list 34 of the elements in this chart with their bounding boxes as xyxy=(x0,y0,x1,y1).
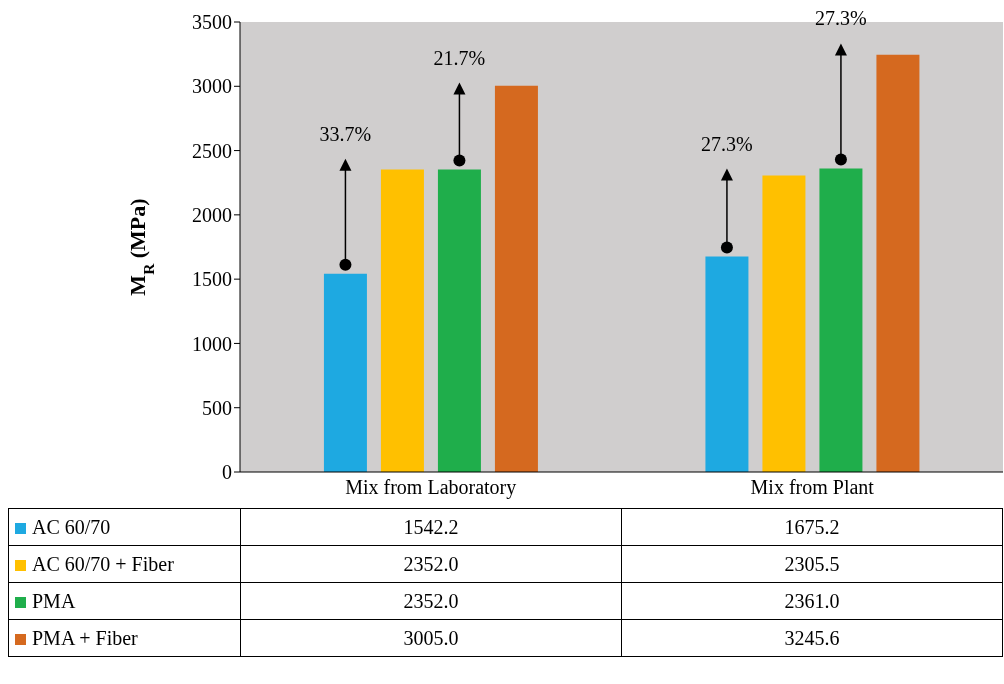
annotation: 27.3% xyxy=(815,7,867,30)
bar xyxy=(494,85,538,472)
y-tick-label: 3000 xyxy=(192,75,232,98)
data-label: 1675.2 xyxy=(621,508,1003,546)
x-tick-label: Mix from Plant xyxy=(750,476,875,499)
annotation: 27.3% xyxy=(701,132,753,155)
bar xyxy=(762,175,806,472)
y-tick-label: 2500 xyxy=(192,139,232,162)
legend-label: PMA xyxy=(32,589,76,612)
bar xyxy=(876,54,920,472)
legend-label: AC 60/70 xyxy=(32,515,111,538)
y-tick-label: 3500 xyxy=(192,11,232,34)
x-tick-label: Mix from Laboratory xyxy=(345,476,517,500)
y-tick-label: 0 xyxy=(222,461,232,484)
annotation: 33.7% xyxy=(319,122,372,145)
y-tick-label: 1500 xyxy=(192,268,232,291)
data-label: 3245.6 xyxy=(621,619,1003,657)
data-label: 2352.0 xyxy=(240,545,622,583)
data-label: 1542.2 xyxy=(240,508,622,546)
bar xyxy=(437,169,481,472)
legend-label: AC 60/70 + Fiber xyxy=(32,552,174,575)
bar xyxy=(323,273,367,472)
y-tick-label: 1000 xyxy=(192,332,232,355)
data-label: 2361.0 xyxy=(621,582,1003,620)
data-label: 2352.0 xyxy=(240,582,622,620)
legend-label: PMA + Fiber xyxy=(32,626,138,649)
y-tick-label: 500 xyxy=(202,396,232,419)
annotation: 21.7% xyxy=(433,46,486,69)
bar xyxy=(819,168,863,472)
data-label: 3005.0 xyxy=(240,619,622,657)
y-tick-label: 2000 xyxy=(192,203,232,226)
data-label: 2305.5 xyxy=(621,545,1003,583)
bar xyxy=(380,169,424,472)
bar xyxy=(705,256,749,472)
